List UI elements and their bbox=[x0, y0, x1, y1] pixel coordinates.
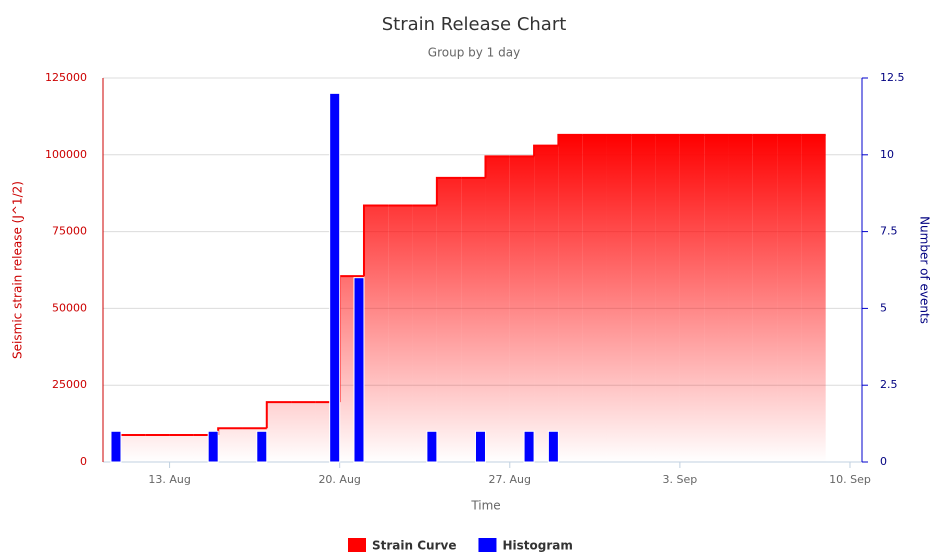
strain-area bbox=[436, 177, 462, 462]
chart-subtitle: Group by 1 day bbox=[428, 46, 520, 60]
strain-area bbox=[412, 205, 437, 462]
strain-area bbox=[728, 134, 753, 462]
strain-area bbox=[801, 134, 826, 462]
y-tick-label: 0 bbox=[80, 455, 87, 468]
y2-tick-label: 10 bbox=[880, 148, 894, 161]
strain-area bbox=[485, 156, 510, 462]
y2-tick-label: 7.5 bbox=[880, 225, 898, 238]
strain-area bbox=[388, 205, 413, 462]
y-tick-label: 50000 bbox=[52, 301, 87, 314]
histogram-bar bbox=[110, 430, 122, 463]
strain-step bbox=[533, 144, 559, 157]
legend-label: Histogram bbox=[502, 539, 572, 553]
x-tick-label: 10. Sep bbox=[829, 473, 871, 486]
x-axis-title: Time bbox=[470, 499, 500, 513]
strain-area bbox=[606, 134, 632, 462]
strain-area bbox=[704, 134, 729, 462]
y-axis-title: Seismic strain release (J^1/2) bbox=[11, 181, 25, 359]
strain-area bbox=[631, 134, 656, 462]
y-tick-label: 75000 bbox=[52, 225, 87, 238]
legend-swatch bbox=[478, 538, 497, 552]
strain-area bbox=[558, 134, 583, 462]
y-tick-label: 100000 bbox=[45, 148, 87, 161]
strain-area bbox=[145, 434, 170, 462]
strain-area bbox=[291, 402, 316, 462]
y2-tick-label: 2.5 bbox=[880, 378, 898, 391]
histogram-bar bbox=[207, 430, 219, 463]
histogram-bar bbox=[329, 92, 341, 463]
strain-area bbox=[534, 145, 559, 463]
strain-step bbox=[362, 204, 389, 277]
strain-area bbox=[218, 428, 243, 462]
legend-label: Strain Curve bbox=[372, 539, 456, 553]
x-tick-label: 20. Aug bbox=[318, 473, 360, 486]
strain-step bbox=[265, 401, 292, 429]
strain-area bbox=[679, 134, 705, 462]
strain-step bbox=[484, 155, 510, 178]
strain-area bbox=[120, 434, 146, 462]
x-tick-label: 3. Sep bbox=[663, 473, 698, 486]
y2-axis-title: Number of events bbox=[918, 216, 932, 324]
y-tick-label: 125000 bbox=[45, 71, 87, 84]
strain-area bbox=[752, 134, 778, 462]
histogram-bar bbox=[547, 430, 559, 463]
strain-step bbox=[557, 133, 583, 146]
histogram-bar bbox=[523, 430, 535, 463]
y2-tick-label: 0 bbox=[880, 455, 887, 468]
strain-area bbox=[655, 134, 680, 462]
strain-area bbox=[363, 205, 389, 462]
x-tick-label: 27. Aug bbox=[489, 473, 531, 486]
histogram-bar bbox=[474, 430, 486, 463]
strain-area bbox=[777, 134, 802, 462]
histogram-bar bbox=[426, 430, 438, 463]
histogram-bar bbox=[353, 277, 365, 463]
strain-area bbox=[582, 134, 607, 462]
y-tick-label: 25000 bbox=[52, 378, 87, 391]
strain-area bbox=[509, 156, 535, 462]
histogram-bar bbox=[256, 430, 268, 463]
strain-step bbox=[435, 176, 462, 206]
chart-title: Strain Release Chart bbox=[382, 14, 567, 35]
strain-area bbox=[266, 402, 292, 462]
strain-area bbox=[461, 177, 486, 462]
y2-tick-label: 5 bbox=[880, 301, 887, 314]
legend-swatch bbox=[348, 538, 366, 552]
strain-area bbox=[169, 434, 194, 462]
y2-tick-label: 12.5 bbox=[880, 71, 905, 84]
x-tick-label: 13. Aug bbox=[148, 473, 190, 486]
